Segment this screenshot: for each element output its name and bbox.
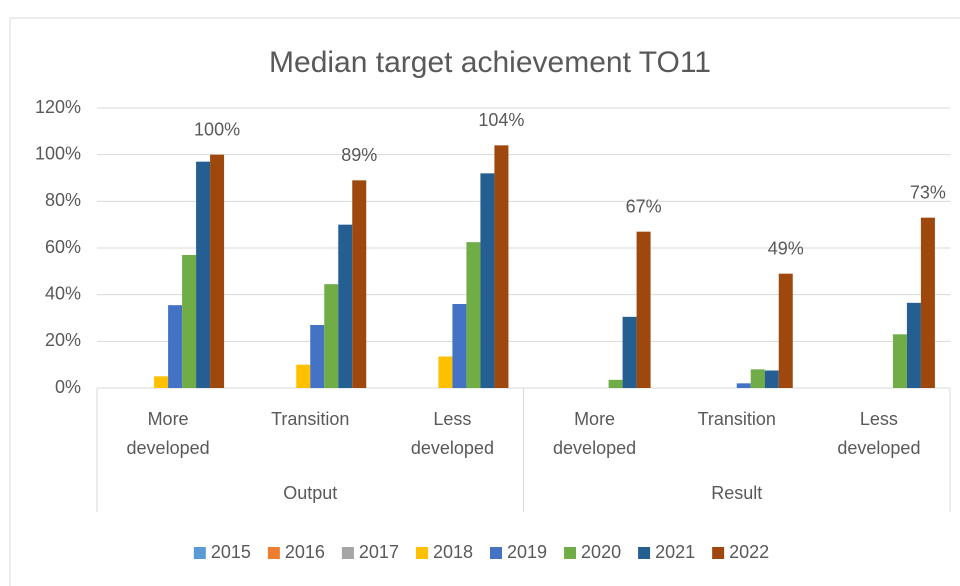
x-tick-label: More developed <box>553 409 636 458</box>
data-label: 104% <box>478 110 524 130</box>
bar <box>608 379 623 388</box>
legend-swatch <box>490 547 502 559</box>
legend-label: 2017 <box>359 542 399 562</box>
y-tick-label: 20% <box>45 330 81 350</box>
bar <box>466 242 481 388</box>
data-label: 49% <box>768 238 804 258</box>
y-tick-label: 0% <box>55 377 81 397</box>
bar <box>452 304 467 388</box>
bar <box>438 356 453 388</box>
y-tick-label: 120% <box>35 97 81 117</box>
bar <box>480 173 495 388</box>
bar <box>750 369 765 388</box>
x-tick-label: Transition <box>698 409 776 429</box>
data-label: 73% <box>910 182 946 202</box>
bar <box>494 145 509 388</box>
bar <box>352 180 367 388</box>
bar <box>622 316 637 388</box>
bar <box>736 383 751 388</box>
bar <box>764 370 779 388</box>
legend-label: 2016 <box>285 542 325 562</box>
legend-label: 2022 <box>729 542 769 562</box>
legend-label: 2021 <box>655 542 695 562</box>
group-label: Result <box>711 483 762 503</box>
x-tick-label: Transition <box>271 409 349 429</box>
bar <box>778 273 793 388</box>
bar <box>154 376 169 388</box>
x-tick-label: More developed <box>127 409 210 458</box>
legend-swatch <box>341 547 354 559</box>
legend-swatch <box>415 547 428 559</box>
legend-swatch <box>193 547 206 559</box>
bar <box>310 325 325 388</box>
bar <box>338 224 353 388</box>
y-tick-label: 40% <box>45 283 81 303</box>
bar <box>296 364 311 388</box>
bar <box>210 154 225 388</box>
legend-swatch <box>712 547 725 559</box>
y-tick-label: 60% <box>45 237 81 257</box>
legend-label: 2020 <box>581 542 621 562</box>
bar <box>196 161 211 388</box>
legend-swatch <box>638 547 651 559</box>
y-tick-label: 80% <box>45 190 81 210</box>
data-label: 89% <box>341 145 377 165</box>
bar <box>182 255 197 388</box>
group-label: Output <box>283 483 337 503</box>
bar <box>168 305 183 388</box>
bar <box>636 231 651 388</box>
bar <box>906 302 921 388</box>
data-label: 100% <box>194 119 240 139</box>
legend-swatch <box>564 547 577 559</box>
legend-label: 2015 <box>211 542 251 562</box>
chart-title: Median target achievement TO11 <box>269 46 711 79</box>
bar <box>892 334 907 388</box>
legend-swatch <box>267 547 280 559</box>
legend-label: 2018 <box>433 542 473 562</box>
data-label: 67% <box>626 196 662 216</box>
x-tick-label: Less developed <box>837 409 920 458</box>
legend-label: 2019 <box>507 542 547 562</box>
bar <box>324 284 339 388</box>
x-tick-label: Less developed <box>411 409 494 458</box>
bar <box>920 217 935 388</box>
y-tick-label: 100% <box>35 143 81 163</box>
